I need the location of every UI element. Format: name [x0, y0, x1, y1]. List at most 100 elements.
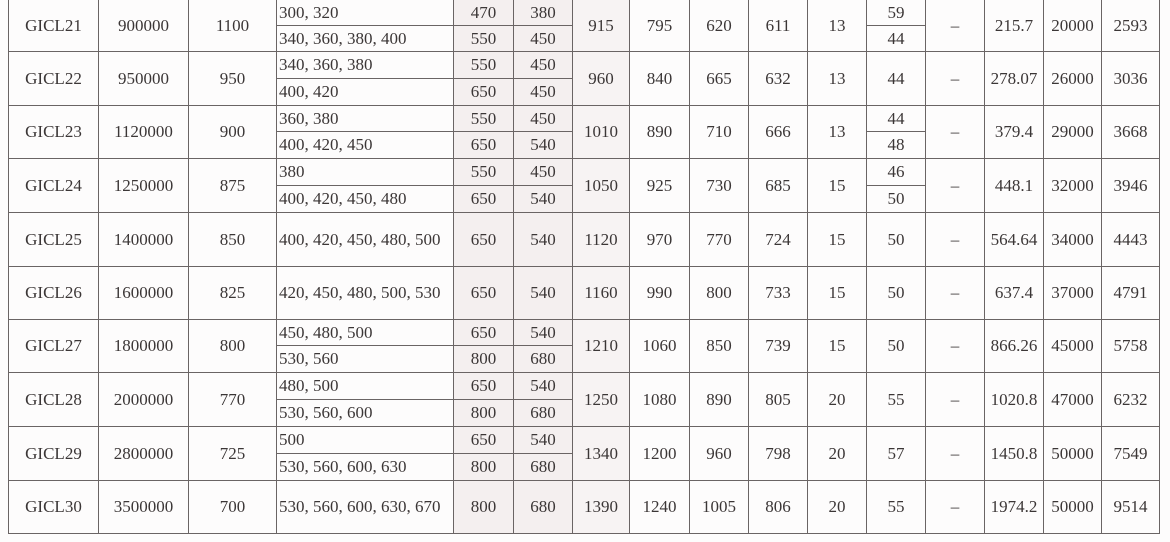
length-cell: 650 [453, 372, 514, 400]
dimension-cell: 805 [748, 372, 808, 427]
mass-cell: 1020.8 [984, 372, 1044, 427]
table-subrow: 340, 360, 380, 400 550 450 44 [9, 25, 1160, 52]
model-cell: GICL23 [8, 105, 99, 159]
model-cell: GICL25 [8, 212, 99, 267]
torque-cell: 3500000 [98, 480, 189, 534]
dash-cell: – [925, 480, 985, 534]
dimension-cell: 1210 [572, 319, 630, 373]
speed-cell: 700 [188, 480, 277, 534]
table-row: GICL23 1120000 900 360, 380 550 450 1010 890 710… [8, 105, 1160, 159]
torque-cell: 2000000 [98, 372, 189, 427]
bore-cell: 300, 320 [276, 0, 454, 26]
torque-cell: 1800000 [98, 319, 189, 373]
length2-cell: 540 [513, 426, 573, 454]
e-cell: 55 [866, 480, 926, 534]
length-cell: 650 [453, 185, 514, 213]
model-cell: GICL22 [8, 51, 99, 106]
e-cell: 44 [866, 51, 926, 106]
model-cell: GICL26 [8, 266, 99, 320]
weight-cell: 5758 [1101, 319, 1160, 373]
bore-cell: 420, 450, 480, 500, 530 [276, 266, 454, 320]
speed-cell: 900 [188, 105, 277, 159]
mass-cell: 1450.8 [984, 426, 1044, 481]
model-cell: GICL24 [8, 158, 99, 213]
mass-cell: 637.4 [984, 266, 1044, 320]
speed-cell: 800 [188, 319, 277, 373]
length-cell: 550 [453, 51, 514, 79]
speed-cell: 825 [188, 266, 277, 320]
length-cell: 550 [453, 105, 514, 132]
dimension-cell: 1340 [572, 426, 630, 481]
model-cell: GICL30 [8, 480, 99, 534]
dimension-cell: 795 [629, 0, 690, 52]
weight-cell: 6232 [1101, 372, 1160, 427]
length2-cell: 450 [513, 105, 573, 132]
dimension-cell: 1200 [629, 426, 690, 481]
dimension-cell: 13 [807, 51, 867, 106]
length-cell: 800 [453, 480, 514, 534]
length-cell: 550 [453, 25, 514, 52]
bore-cell: 400, 420, 450, 480, 500 [276, 212, 454, 267]
table-row: GICL21 900000 1100 300, 320 470 380 915 795 620 6… [8, 0, 1160, 52]
dash-cell: – [925, 0, 985, 52]
length2-cell: 540 [513, 319, 573, 346]
mass-cell: 564.64 [984, 212, 1044, 267]
bore-cell: 400, 420, 450 [276, 131, 454, 159]
mass-cell: 448.1 [984, 158, 1044, 213]
bore-cell: 380 [276, 158, 454, 186]
dimension-cell: 20 [807, 426, 867, 481]
dimension-cell: 806 [748, 480, 808, 534]
length-cell: 650 [453, 212, 514, 267]
dimension-cell: 840 [629, 51, 690, 106]
table-subrow: 530, 560, 600, 630 800 680 [9, 453, 1160, 481]
length-cell: 800 [453, 399, 514, 427]
bore-cell: 530, 560, 600, 630, 670 [276, 480, 454, 534]
weight-cell: 9514 [1101, 480, 1160, 534]
dimension-cell: 1390 [572, 480, 630, 534]
model-cell: GICL29 [8, 426, 99, 481]
dimension-cell: 685 [748, 158, 808, 213]
dimension-cell: 1010 [572, 105, 630, 159]
table-row: GICL29 2800000 725 500 650 540 1340 1200 960 798 2… [8, 426, 1160, 481]
mass-cell: 379.4 [984, 105, 1044, 159]
value-cell: 50000 [1043, 426, 1102, 481]
length2-cell: 540 [513, 131, 573, 159]
dimension-cell: 770 [689, 212, 749, 267]
length2-cell: 680 [513, 453, 573, 481]
torque-cell: 900000 [98, 0, 189, 52]
e-cell: 50 [866, 319, 926, 373]
dimension-cell: 710 [689, 105, 749, 159]
speed-cell: 875 [188, 158, 277, 213]
dimension-cell: 13 [807, 105, 867, 159]
dimension-cell: 666 [748, 105, 808, 159]
mass-cell: 278.07 [984, 51, 1044, 106]
e-cell: 44 [866, 105, 926, 132]
dimension-cell: 925 [629, 158, 690, 213]
value-cell: 34000 [1043, 212, 1102, 267]
dimension-cell: 890 [689, 372, 749, 427]
dimension-cell: 1060 [629, 319, 690, 373]
weight-cell: 7549 [1101, 426, 1160, 481]
table-row: GICL28 2000000 770 480, 500 650 540 1250 1080 89… [8, 372, 1160, 427]
e-cell: 44 [866, 25, 926, 52]
table-subrow: 400, 420, 450, 480 650 540 50 [9, 185, 1160, 213]
length2-cell: 540 [513, 372, 573, 400]
dimension-cell: 15 [807, 212, 867, 267]
weight-cell: 4791 [1101, 266, 1160, 320]
bore-cell: 530, 560, 600, 630 [276, 453, 454, 481]
torque-cell: 2800000 [98, 426, 189, 481]
dimension-cell: 798 [748, 426, 808, 481]
length-cell: 800 [453, 453, 514, 481]
value-cell: 47000 [1043, 372, 1102, 427]
dash-cell: – [925, 158, 985, 213]
e-cell: 48 [866, 131, 926, 159]
length2-cell: 450 [513, 78, 573, 106]
length2-cell: 450 [513, 25, 573, 52]
e-cell: 50 [866, 212, 926, 267]
dimension-cell: 1080 [629, 372, 690, 427]
torque-cell: 1120000 [98, 105, 189, 159]
length2-cell: 680 [513, 399, 573, 427]
value-cell: 50000 [1043, 480, 1102, 534]
bore-cell: 530, 560, 600 [276, 399, 454, 427]
e-cell: 59 [866, 0, 926, 26]
